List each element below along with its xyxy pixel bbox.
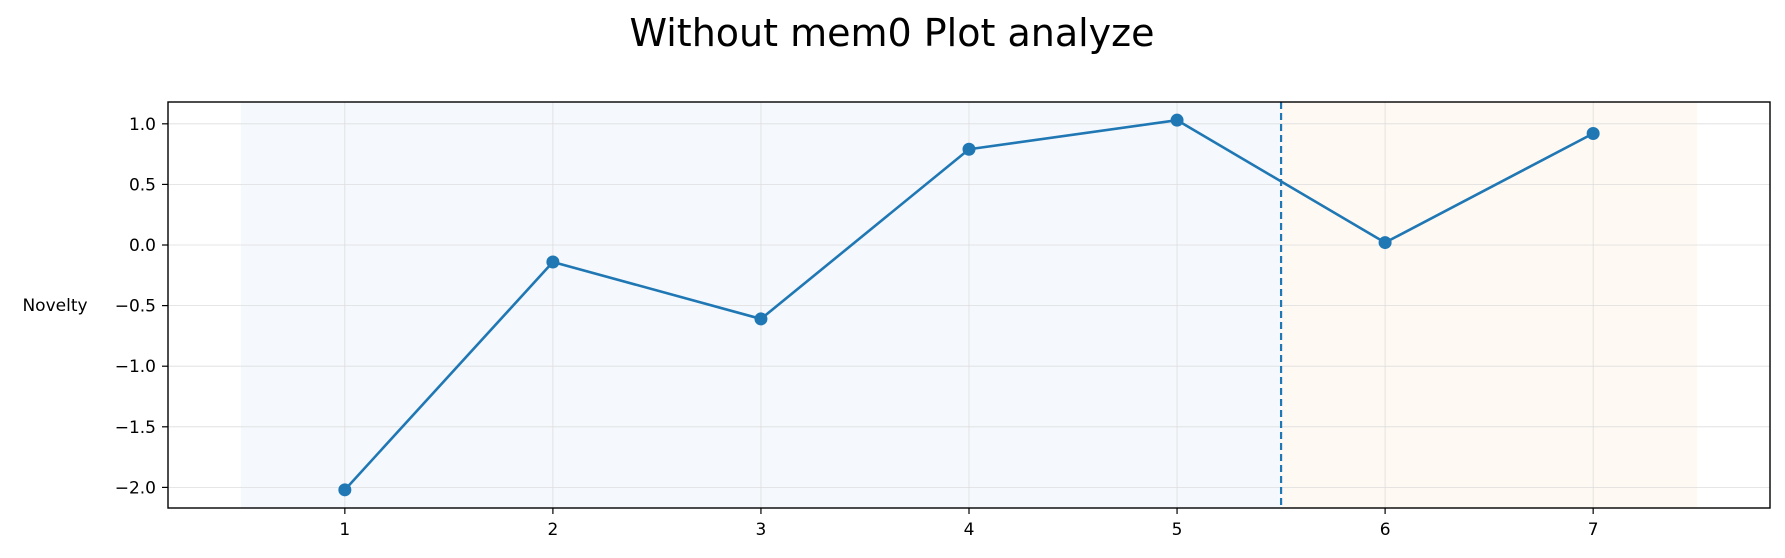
y-tick-label: −1.5 (115, 418, 156, 438)
y-tick-label: −0.5 (115, 297, 156, 317)
y-tick-label: 0.5 (129, 175, 156, 195)
plot-area: 1 2 3 4 5 6 7 1.0 0.5 0.0 −0.5 −1.0 −1.5 −2.0 (115, 101, 1771, 540)
chart-title: Without mem0 Plot analyze (630, 11, 1155, 55)
y-tick-label: 0.0 (129, 236, 156, 256)
y-tick-label: 1.0 (129, 115, 156, 135)
data-point-4 (962, 142, 976, 156)
x-tick-label: 3 (756, 520, 767, 540)
shaded-region-2 (1281, 102, 1698, 508)
x-tick-label: 4 (964, 520, 975, 540)
data-point-6 (1378, 236, 1392, 250)
x-tick-label: 1 (339, 520, 350, 540)
data-point-1 (338, 483, 352, 497)
data-point-5 (1170, 113, 1184, 127)
x-tick-label: 6 (1380, 520, 1391, 540)
y-axis-label: Novelty (22, 296, 87, 316)
y-tick-label: −2.0 (115, 478, 156, 498)
x-tick-label: 2 (547, 520, 558, 540)
x-tick-label: 5 (1172, 520, 1183, 540)
data-point-2 (546, 255, 560, 269)
data-point-7 (1586, 127, 1600, 141)
y-tick-label: −1.0 (115, 357, 156, 377)
data-point-3 (754, 312, 768, 326)
x-tick-label: 7 (1588, 520, 1599, 540)
